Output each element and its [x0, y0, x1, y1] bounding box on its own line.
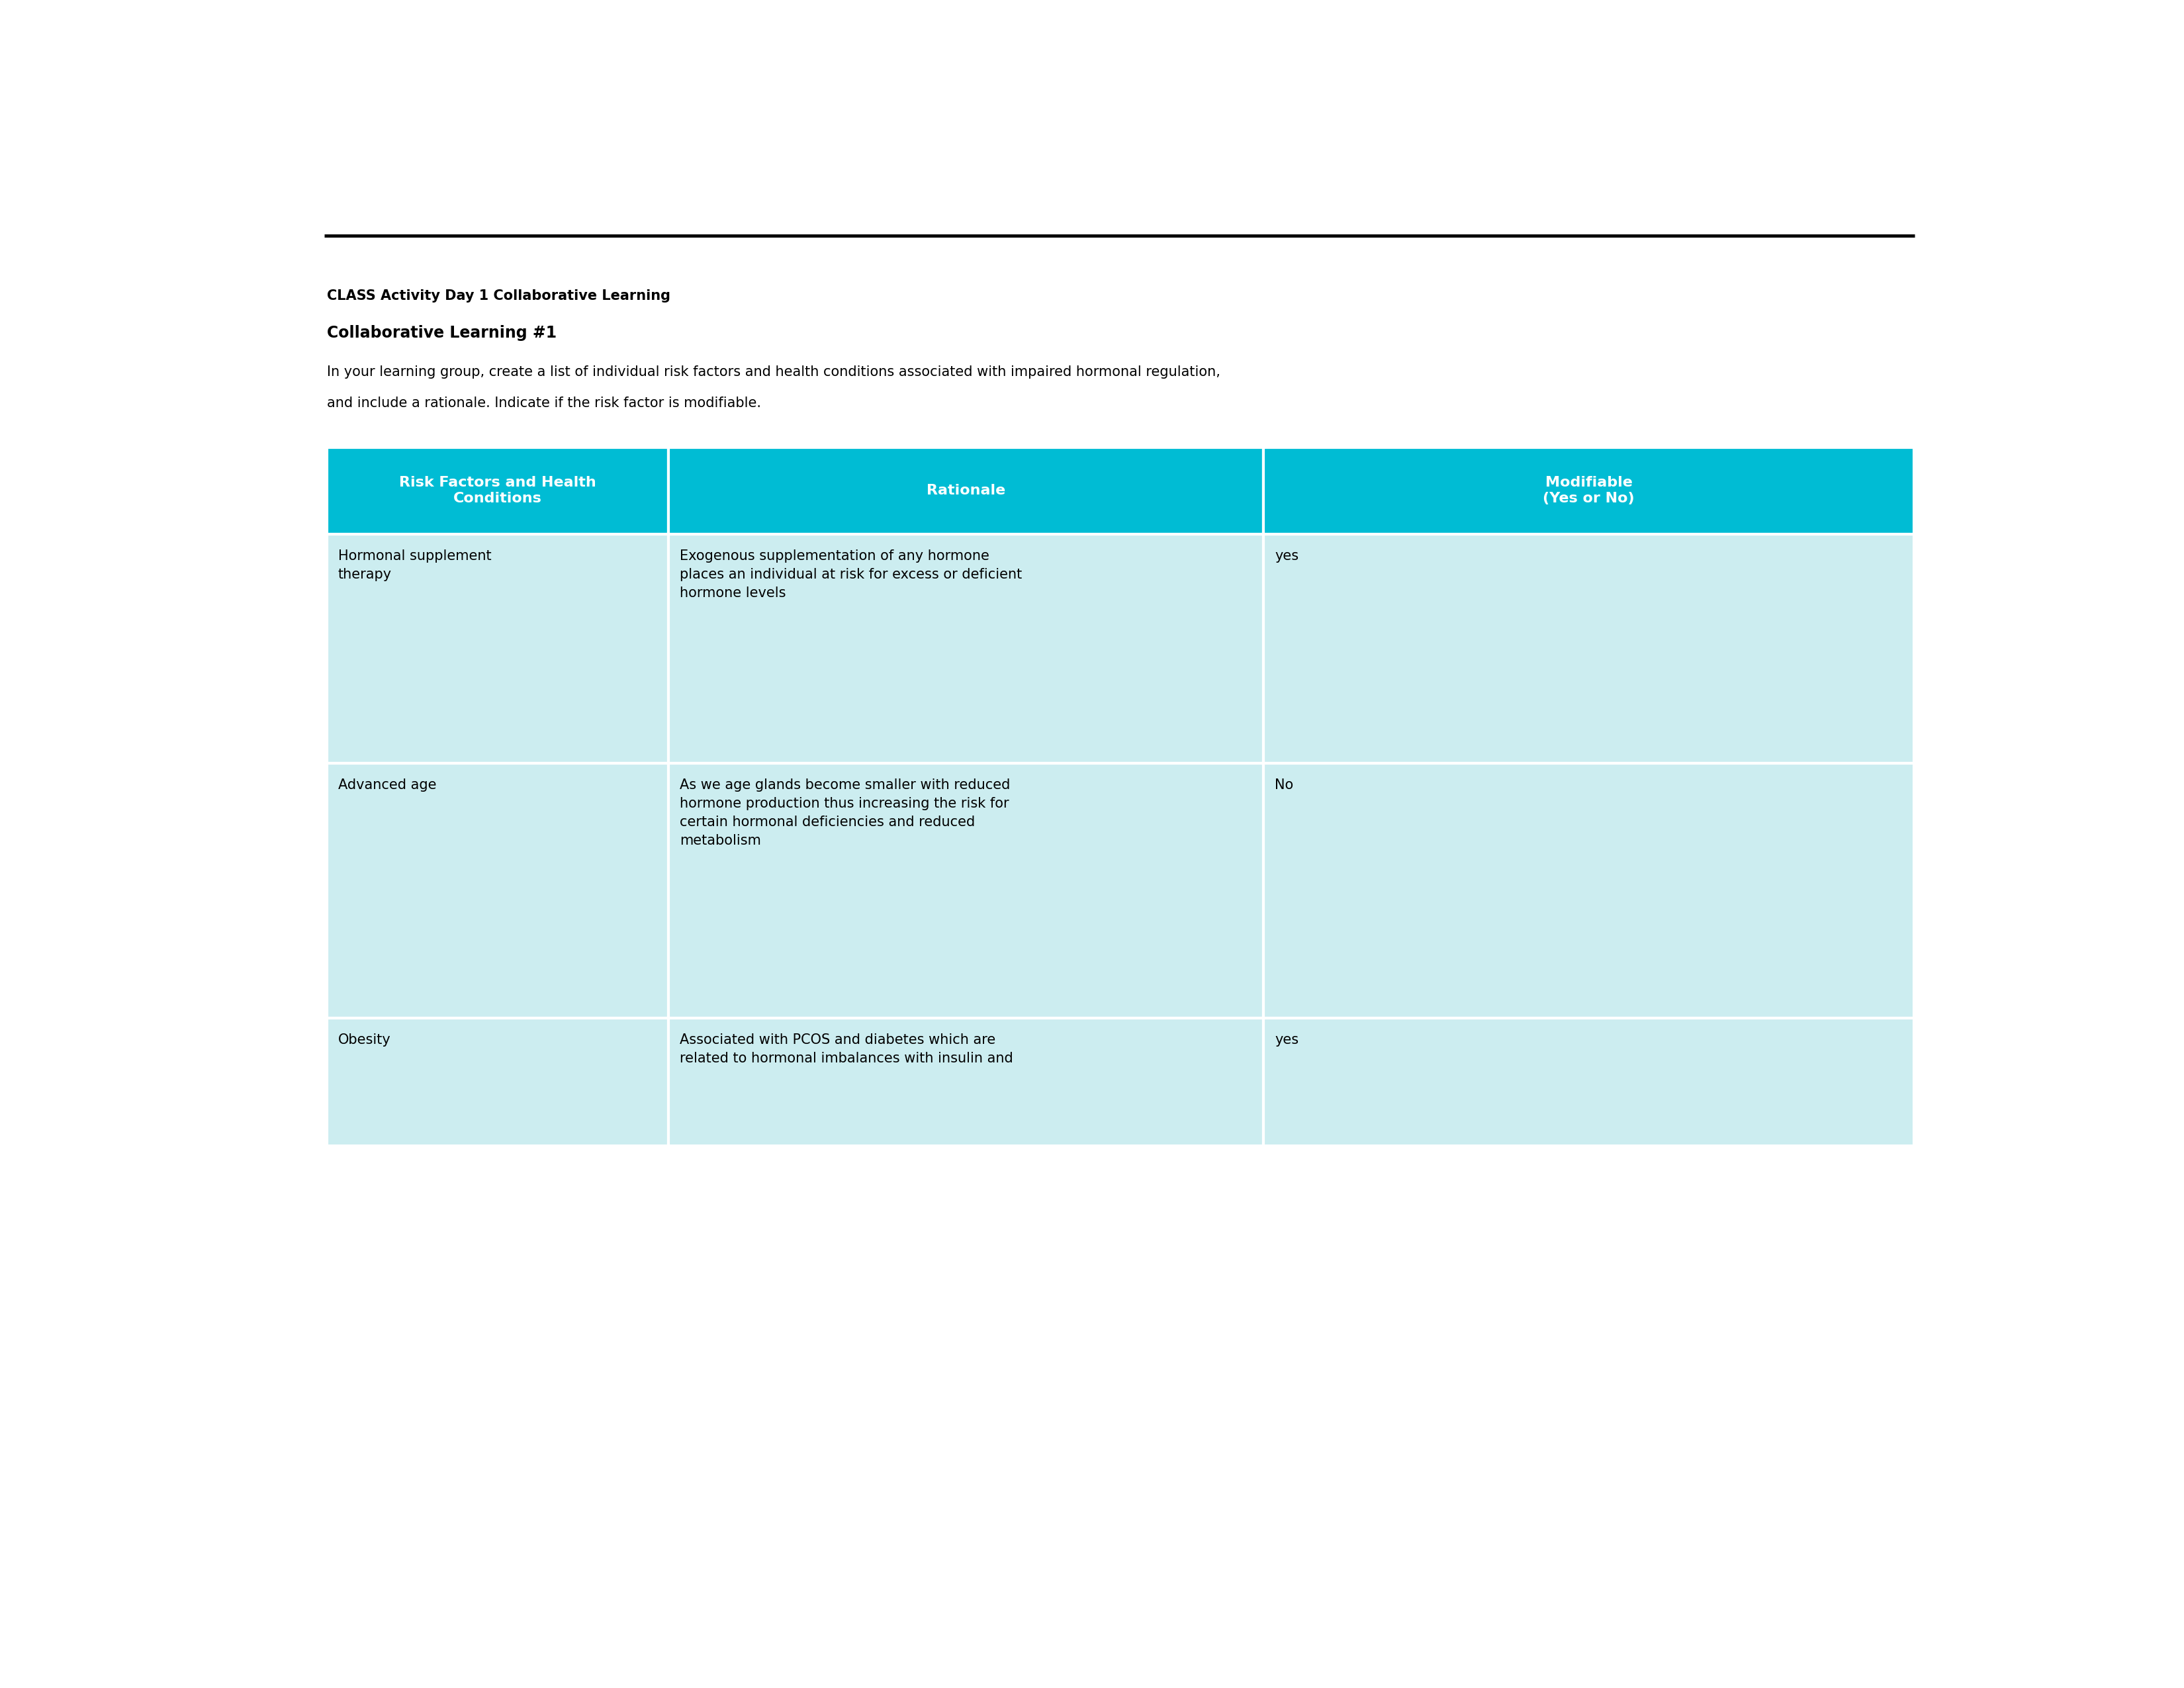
Bar	[328, 447, 668, 533]
Bar	[1265, 447, 1915, 533]
Text: Exogenous supplementation of any hormone
places an individual at risk for excess: Exogenous supplementation of any hormone…	[679, 549, 1022, 599]
Text: yes: yes	[1275, 549, 1299, 562]
Bar	[328, 533, 668, 763]
Text: Modifiable
(Yes or No): Modifiable (Yes or No)	[1544, 476, 1636, 505]
Bar	[1265, 533, 1915, 763]
Bar	[1265, 1018, 1915, 1146]
Text: Associated with PCOS and diabetes which are
related to hormonal imbalances with : Associated with PCOS and diabetes which …	[679, 1033, 1013, 1065]
Text: As we age glands become smaller with reduced
hormone production thus increasing : As we age glands become smaller with red…	[679, 778, 1009, 847]
Bar	[328, 763, 668, 1018]
Text: In your learning group, create a list of individual risk factors and health cond: In your learning group, create a list of…	[328, 366, 1221, 378]
Text: No: No	[1275, 778, 1293, 792]
Bar	[668, 1018, 1265, 1146]
Text: Advanced age: Advanced age	[339, 778, 437, 792]
Text: yes: yes	[1275, 1033, 1299, 1047]
Text: Rationale: Rationale	[926, 484, 1005, 498]
Text: Obesity: Obesity	[339, 1033, 391, 1047]
Text: Collaborative Learning #1: Collaborative Learning #1	[328, 324, 557, 341]
Bar	[668, 763, 1265, 1018]
Bar	[668, 447, 1265, 533]
Bar	[1265, 763, 1915, 1018]
Text: CLASS Activity Day 1 Collaborative Learning: CLASS Activity Day 1 Collaborative Learn…	[328, 289, 670, 302]
Text: and include a rationale. Indicate if the risk factor is modifiable.: and include a rationale. Indicate if the…	[328, 397, 760, 410]
Bar	[328, 1018, 668, 1146]
Bar	[668, 533, 1265, 763]
Text: Risk Factors and Health
Conditions: Risk Factors and Health Conditions	[400, 476, 596, 505]
Text: Hormonal supplement
therapy: Hormonal supplement therapy	[339, 549, 491, 581]
